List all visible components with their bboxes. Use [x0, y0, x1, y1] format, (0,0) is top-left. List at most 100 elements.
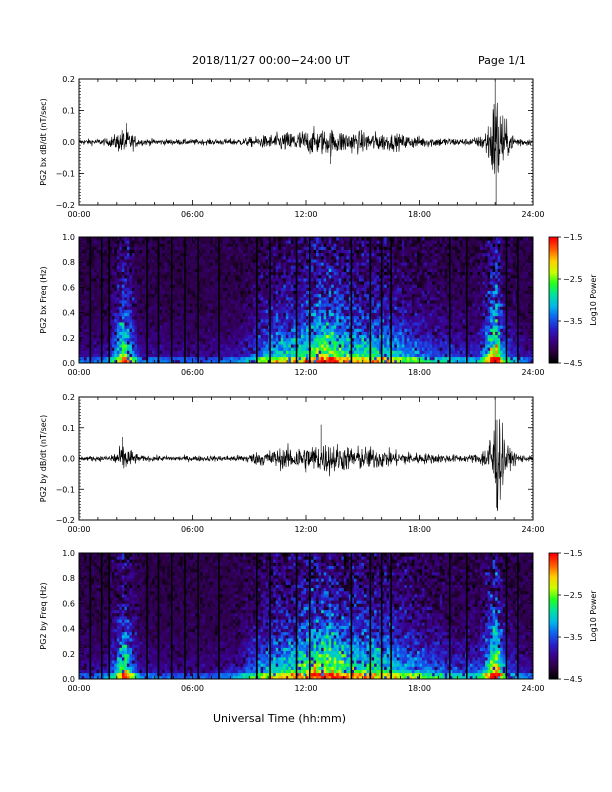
data-gap-1-18 — [465, 237, 468, 363]
data-gap-3-15 — [380, 553, 383, 679]
data-gap-1-8 — [218, 237, 220, 363]
data-gap-1-7 — [197, 237, 199, 363]
colorbar-tick-label-1-1: −2.5 — [563, 275, 582, 284]
y-tick-label-0-0: 0.2 — [62, 75, 75, 84]
data-gap-1-12 — [308, 237, 311, 363]
page-indicator: Page 1/1 — [478, 54, 526, 67]
x-tick-label-2-3: 18:00 — [408, 525, 431, 534]
y-tick-label-1-5: 0.0 — [62, 359, 75, 368]
x-tick-label-0-3: 18:00 — [408, 210, 431, 219]
y-tick-label-3-5: 0.0 — [62, 675, 75, 684]
data-gap-3-20 — [517, 553, 519, 679]
data-gap-1-3 — [146, 237, 148, 363]
data-gap-3-2 — [108, 553, 111, 679]
x-tick-label-2-2: 12:00 — [294, 525, 317, 534]
colorbar-label-3: Log10 Power — [589, 590, 598, 642]
data-gap-3-14 — [369, 553, 372, 679]
y-axis-label-1: PG2 bx Freq (Hz) — [39, 266, 48, 333]
colorbar-tick-label-1-0: −1.5 — [563, 233, 582, 242]
y-tick-label-2-2: 0.0 — [62, 455, 75, 464]
data-gap-1-19 — [505, 237, 508, 363]
x-tick-label-0-0: 00:00 — [67, 210, 90, 219]
data-gap-3-19 — [505, 553, 508, 679]
colorbar-tick-label-1-3: −4.5 — [563, 359, 582, 368]
y-axis-label-0: PG2 bx dB/dt (nT/sec) — [39, 98, 48, 185]
x-tick-label-1-0: 00:00 — [67, 368, 90, 377]
data-gap-1-4 — [157, 237, 160, 363]
colorbar-tick-label-3-3: −4.5 — [563, 675, 582, 684]
series-line-0 — [78, 82, 534, 205]
colorbar-tick-label-3-0: −1.5 — [563, 549, 582, 558]
series-line-2 — [78, 397, 534, 511]
data-gap-3-9 — [256, 553, 258, 679]
x-tick-label-1-1: 06:00 — [181, 368, 204, 377]
data-gap-3-10 — [269, 553, 271, 679]
data-gap-1-13 — [350, 237, 353, 363]
x-tick-label-2-1: 06:00 — [181, 525, 204, 534]
spectrogram-cells-3 — [79, 553, 534, 680]
data-gap-1-15 — [380, 237, 383, 363]
y-tick-label-2-1: 0.1 — [62, 424, 75, 433]
colorbar-3 — [549, 553, 558, 680]
x-tick-label-1-3: 18:00 — [408, 368, 431, 377]
data-gap-1-20 — [517, 237, 519, 363]
y-tick-label-0-3: −0.1 — [56, 170, 75, 179]
data-gap-3-16 — [390, 553, 392, 679]
data-gap-1-11 — [295, 237, 298, 363]
x-tick-label-2-4: 24:00 — [521, 525, 544, 534]
colorbar-frame-3 — [548, 552, 559, 680]
data-gap-3-17 — [448, 553, 451, 679]
x-tick-label-3-0: 00:00 — [67, 684, 90, 693]
data-gap-3-0 — [89, 553, 92, 679]
y-tick-label-1-3: 0.4 — [62, 309, 75, 318]
data-gap-1-6 — [184, 237, 186, 363]
data-gap-3-7 — [197, 553, 199, 679]
y-tick-label-2-4: −0.2 — [56, 516, 75, 525]
data-gap-3-11 — [295, 553, 298, 679]
y-tick-label-2-0: 0.2 — [62, 393, 75, 402]
data-gap-1-17 — [448, 237, 451, 363]
x-tick-label-0-2: 12:00 — [294, 210, 317, 219]
colorbar-label-1: Log10 Power — [589, 274, 598, 326]
y-tick-label-3-2: 0.6 — [62, 599, 75, 608]
data-gap-3-4 — [157, 553, 160, 679]
y-tick-label-0-2: 0.0 — [62, 138, 75, 147]
x-tick-label-3-4: 24:00 — [521, 684, 544, 693]
data-gap-3-8 — [218, 553, 220, 679]
x-axis-title: Universal Time (hh:mm) — [213, 712, 346, 725]
y-tick-label-3-3: 0.4 — [62, 625, 75, 634]
data-gap-1-0 — [89, 237, 92, 363]
x-tick-label-0-1: 06:00 — [181, 210, 204, 219]
data-gap-1-14 — [369, 237, 372, 363]
colorbar-frame-1 — [548, 236, 559, 364]
y-tick-label-1-2: 0.6 — [62, 283, 75, 292]
data-gap-1-1 — [100, 237, 103, 363]
data-gap-1-16 — [390, 237, 392, 363]
x-tick-label-3-3: 18:00 — [408, 684, 431, 693]
data-gap-3-6 — [184, 553, 186, 679]
colorbar-tick-label-1-2: −3.5 — [563, 317, 582, 326]
y-tick-label-2-3: −0.1 — [56, 485, 75, 494]
data-gap-3-13 — [350, 553, 353, 679]
data-gap-1-2 — [108, 237, 111, 363]
spectrogram-cells-1 — [79, 237, 534, 364]
data-gap-3-3 — [146, 553, 148, 679]
data-gap-3-18 — [465, 553, 468, 679]
colorbar-1 — [549, 237, 558, 364]
x-tick-label-0-4: 24:00 — [521, 210, 544, 219]
y-tick-label-1-0: 1.0 — [62, 233, 75, 242]
x-tick-label-2-0: 00:00 — [67, 525, 90, 534]
y-axis-label-2: PG2 by dB/dt (nT/sec) — [39, 415, 48, 502]
y-tick-label-3-4: 0.2 — [62, 650, 75, 659]
colorbar-tick-label-3-1: −2.5 — [563, 591, 582, 600]
x-tick-label-3-1: 06:00 — [181, 684, 204, 693]
x-tick-label-3-2: 12:00 — [294, 684, 317, 693]
colorbar-tick-label-3-2: −3.5 — [563, 633, 582, 642]
figure-title: 2018/11/27 00:00−24:00 UT — [192, 54, 350, 67]
data-gap-1-5 — [170, 237, 173, 363]
data-gap-3-1 — [100, 553, 103, 679]
y-tick-label-0-4: −0.2 — [56, 201, 75, 210]
y-tick-label-1-4: 0.2 — [62, 334, 75, 343]
y-tick-label-0-1: 0.1 — [62, 107, 75, 116]
